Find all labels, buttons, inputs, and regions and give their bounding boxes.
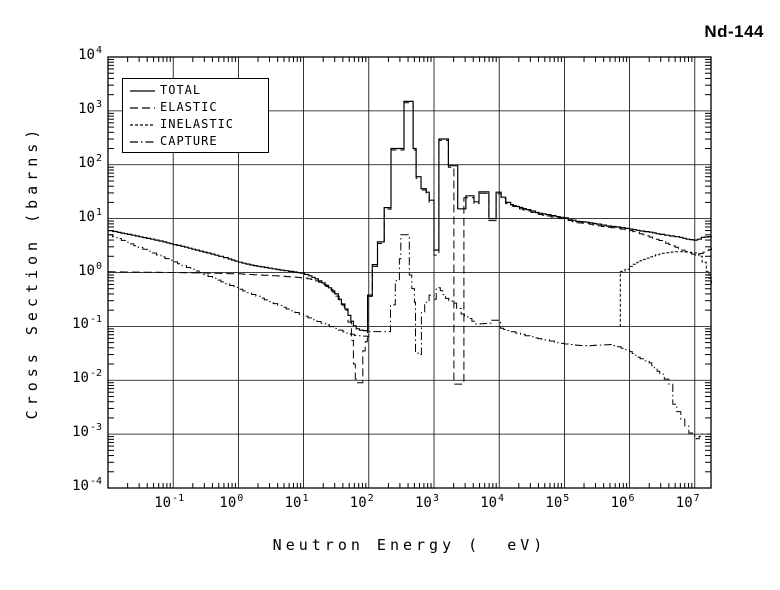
series-capture-line — [108, 234, 712, 440]
x-tick-label-10e4: 104 — [480, 493, 505, 511]
x-axis-title: Neutron Energy ( eV) — [272, 536, 547, 554]
plot-frame — [107, 56, 712, 489]
legend-label-elastic: ELASTIC — [160, 100, 218, 114]
legend-item-total: TOTAL — [129, 82, 268, 99]
legend-inelastic-line-sample — [130, 123, 155, 126]
legend-elastic-line-sample — [130, 106, 155, 109]
x-tick-label-10e3: 103 — [415, 493, 439, 511]
gridlines — [108, 57, 711, 488]
minor-ticks — [108, 57, 711, 488]
legend-label-capture: CAPTURE — [160, 134, 218, 148]
legend-box: TOTAL ELASTIC INELASTIC CAPTURE — [122, 78, 269, 153]
legend-item-elastic: ELASTIC — [129, 99, 268, 116]
series-total-line — [108, 100, 712, 332]
x-tick-label-10e1: 101 — [284, 493, 309, 511]
legend-capture-line-sample — [130, 140, 155, 143]
legend-item-inelastic: INELASTIC — [129, 116, 268, 133]
x-tick-label-10e5: 105 — [545, 493, 570, 511]
y-axis-title: Cross Section (barns) — [23, 124, 41, 420]
series-curves — [108, 100, 712, 440]
x-tick-label-10e-1: 10-1 — [154, 493, 185, 511]
y-tick-label-10e3: 103 — [78, 98, 102, 117]
legend-label-inelastic: INELASTIC — [160, 117, 235, 131]
y-tick-label-10e0: 100 — [78, 260, 102, 279]
series-inelastic-line — [619, 251, 712, 327]
x-tick-label-10e6: 106 — [610, 493, 635, 511]
y-tick-label-10e1: 101 — [78, 206, 102, 225]
legend-label-total: TOTAL — [160, 83, 202, 97]
y-tick-label-10e-4: 10-4 — [72, 476, 102, 494]
x-tick-label-10e2: 102 — [349, 493, 374, 511]
chart-title: Nd-144 — [704, 22, 764, 41]
y-tick-label-10e4: 104 — [78, 45, 102, 63]
series-elastic-line — [108, 102, 712, 385]
y-tick-label-10e-2: 10-2 — [72, 368, 102, 387]
legend-item-capture: CAPTURE — [129, 133, 268, 150]
x-tick-label-10e7: 107 — [675, 493, 700, 511]
x-tick-label-10e0: 100 — [219, 493, 244, 511]
y-tick-label-10e2: 102 — [78, 152, 102, 171]
y-tick-label-10e-1: 10-1 — [72, 314, 102, 333]
legend-total-line-sample — [130, 89, 155, 92]
y-tick-label-10e-3: 10-3 — [72, 422, 102, 441]
